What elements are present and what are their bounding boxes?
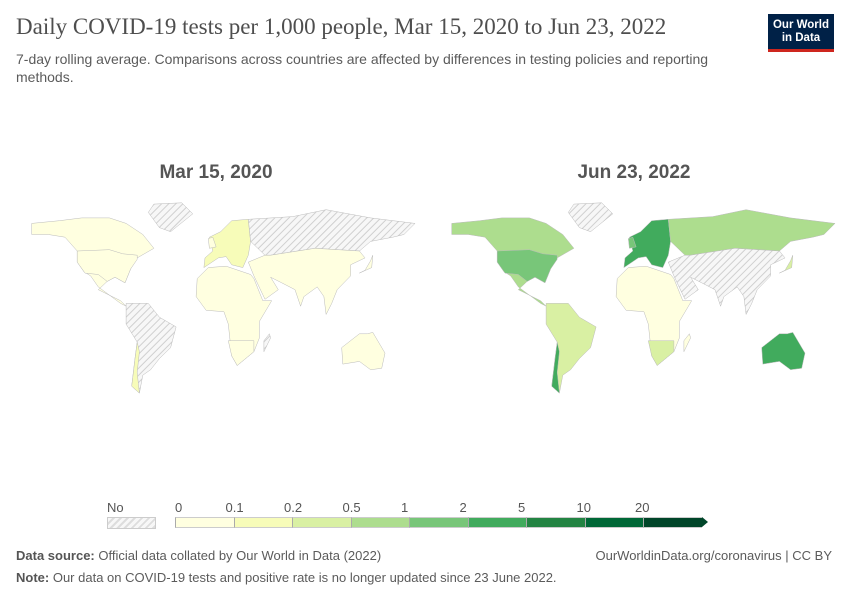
region-asia[interactable] <box>667 248 786 316</box>
region-ru[interactable] <box>248 209 416 256</box>
region-gl[interactable] <box>567 202 614 232</box>
world-maps <box>31 202 836 394</box>
legend-tick-label: 1 <box>401 500 409 515</box>
region-jp[interactable] <box>359 255 374 274</box>
legend-tick-label: 10 <box>576 500 591 515</box>
data-source: Data source: Official data collated by O… <box>16 548 382 563</box>
note: Note: Our data on COVID-19 tests and pos… <box>16 570 557 585</box>
region-ru[interactable] <box>668 209 836 256</box>
region-gl[interactable] <box>147 202 194 232</box>
region-usa[interactable] <box>76 249 138 284</box>
legend-tick-label: 2 <box>459 500 467 515</box>
legend-tick-label: 0.2 <box>284 500 303 515</box>
legend-bin <box>643 517 702 528</box>
owid-logo[interactable]: Our World in Data <box>768 14 834 52</box>
region-saf[interactable] <box>647 340 675 366</box>
region-md[interactable] <box>263 333 271 352</box>
map-title-end: Jun 23, 2022 <box>577 162 691 183</box>
legend-bin <box>526 517 585 528</box>
legend-bin <box>292 517 351 528</box>
legend-bin <box>584 517 643 528</box>
region-saf[interactable] <box>227 340 255 366</box>
map-start <box>31 202 416 394</box>
legend-bin <box>350 517 409 528</box>
region-au[interactable] <box>341 332 386 370</box>
map-title-start: Mar 15, 2020 <box>159 162 273 183</box>
legend-tick-label: 0.5 <box>342 500 361 515</box>
legend-arrow <box>701 517 708 527</box>
source-url[interactable]: OurWorldinData.org/coronavirus | CC BY <box>595 548 832 563</box>
chart-subtitle: 7-day rolling average. Comparisons acros… <box>16 51 709 85</box>
legend-tick-label: 0.1 <box>225 500 244 515</box>
legend-tick-label: 0 <box>175 500 183 515</box>
logo-text: Our World in Data <box>772 19 829 44</box>
region-chile[interactable] <box>551 342 560 394</box>
region-usa[interactable] <box>496 249 558 284</box>
legend-no-data-swatch <box>107 517 156 529</box>
chart-title: Daily COVID-19 tests per 1,000 people, M… <box>16 14 667 39</box>
legend-bin <box>467 517 526 528</box>
legend-bin <box>233 517 292 528</box>
map-end <box>451 202 836 394</box>
legend-tick-label: 20 <box>635 500 650 515</box>
region-chile[interactable] <box>131 342 140 394</box>
region-uk[interactable] <box>628 236 637 249</box>
region-au[interactable] <box>761 332 806 370</box>
region-uk[interactable] <box>208 236 217 249</box>
region-md[interactable] <box>683 333 691 352</box>
region-jp[interactable] <box>779 255 794 274</box>
legend-bin <box>175 517 234 528</box>
region-asia[interactable] <box>247 248 366 316</box>
legend-bin <box>409 517 468 528</box>
legend-tick-label: 5 <box>518 500 526 515</box>
